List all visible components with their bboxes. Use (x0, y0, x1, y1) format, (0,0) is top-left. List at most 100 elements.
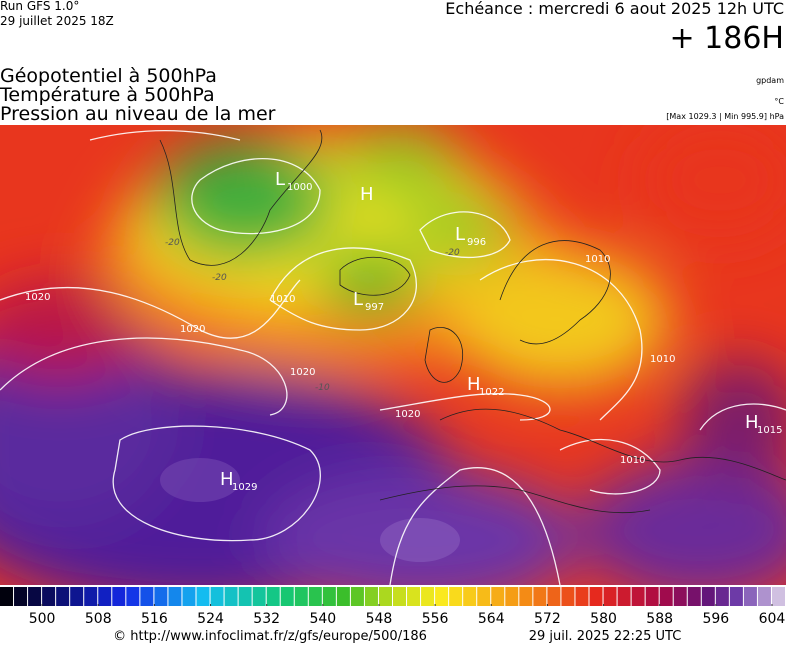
isobar-label: 1020 (180, 324, 205, 335)
colorbar-tick-label: 508 (85, 611, 112, 627)
colorbar-swatch (56, 587, 70, 606)
colorbar-swatch (491, 587, 505, 606)
temperature-label: -20 (165, 238, 180, 248)
colorbar-swatch (393, 587, 407, 606)
isobar-label: 1010 (650, 354, 675, 365)
colorbar-swatch (266, 587, 280, 606)
isobar-label: 1020 (290, 367, 315, 378)
colorbar-swatch (477, 587, 491, 606)
colorbar-swatch (631, 587, 645, 606)
colorbar-swatch (252, 587, 266, 606)
colorbar-tick-label: 572 (534, 611, 561, 627)
colorbar-swatch (407, 587, 421, 606)
colorbar-tick-label: 548 (366, 611, 393, 627)
temperature-label: -20 (212, 273, 227, 283)
colorbar-swatch (364, 587, 378, 606)
pressure-center-type: H (745, 412, 759, 433)
isobar-label: 1010 (270, 294, 295, 305)
colorbar-swatch (294, 587, 308, 606)
colorbar-swatch (210, 587, 224, 606)
colorbar-swatch (701, 587, 715, 606)
colorbar-swatch (126, 587, 140, 606)
colorbar-swatch (322, 587, 336, 606)
colorbar-swatch (603, 587, 617, 606)
pressure-center-type: L (455, 224, 465, 245)
colorbar-swatch (42, 587, 56, 606)
unit-pressure: [Max 1029.3 | Min 995.9] hPa (666, 112, 784, 121)
temperature-label: -10 (315, 383, 330, 393)
colorbar-swatch (280, 587, 294, 606)
pressure-center-type: H (467, 374, 481, 395)
footer-generated: 29 juil. 2025 22:25 UTC (529, 629, 682, 644)
colorbar-swatch (98, 587, 112, 606)
colorbar-swatch (182, 587, 196, 606)
run-date: 29 juillet 2025 18Z (0, 14, 114, 28)
unit-temperature: °C (774, 97, 784, 106)
pressure-center-type: L (275, 169, 285, 190)
colorbar-swatch (196, 587, 210, 606)
isobar-label: 1020 (25, 292, 50, 303)
colorbar-swatch (589, 587, 603, 606)
colorbar-swatch (14, 587, 28, 606)
pressure-center-value: 996 (467, 237, 486, 248)
lead-time: + 186H (670, 21, 785, 56)
colorbar-swatch (617, 587, 631, 606)
colorbar-swatch (435, 587, 449, 606)
colorbar-swatch (687, 587, 701, 606)
title-geopotential: Géopotentiel à 500hPa (0, 65, 217, 87)
colorbar-swatch (70, 587, 84, 606)
colorbar-swatch (659, 587, 673, 606)
title-temperature: Température à 500hPa (0, 84, 215, 106)
colorbar-swatch (350, 587, 364, 606)
temperature-label: -20 (445, 248, 460, 258)
colorbar-tick-label: 540 (309, 611, 336, 627)
unit-geopotential: gpdam (756, 76, 784, 85)
colorbar-swatch (238, 587, 252, 606)
colorbar-tick-label: 516 (141, 611, 168, 627)
pressure-center-type: L (353, 289, 363, 310)
colorbar-swatch (519, 587, 533, 606)
pressure-center-value: 1000 (287, 182, 312, 193)
valid-time: Echéance : mercredi 6 aout 2025 12h UTC (445, 0, 784, 18)
colorbar-tick-label: 524 (197, 611, 224, 627)
colorbar-tick-label: 580 (590, 611, 617, 627)
pressure-center-type: H (360, 184, 374, 205)
colorbar-swatch (463, 587, 477, 606)
colorbar-swatch (0, 587, 14, 606)
colorbar-swatch (743, 587, 757, 606)
map-field (0, 125, 786, 585)
colorbar-tick-label: 500 (29, 611, 56, 627)
colorbar-swatch (449, 587, 463, 606)
colorbar-swatch (112, 587, 126, 606)
colorbar-tick-label: 596 (702, 611, 729, 627)
pressure-center-value: 1015 (757, 425, 782, 436)
colorbar-swatch (561, 587, 575, 606)
title-pressure: Pression au niveau de la mer (0, 103, 276, 125)
footer-source: © http://www.infoclimat.fr/z/gfs/europe/… (113, 629, 427, 644)
colorbar-swatch (28, 587, 42, 606)
colorbar-swatch (336, 587, 350, 606)
colorbar-tick-label: 604 (759, 611, 786, 627)
colorbar-tick-label: 556 (422, 611, 449, 627)
colorbar-tick-label: 564 (478, 611, 505, 627)
colorbar-tick-label: 532 (253, 611, 280, 627)
colorbar-swatch (533, 587, 547, 606)
colorbar-swatch (547, 587, 561, 606)
colorbar-swatch (421, 587, 435, 606)
colorbar-swatch (224, 587, 238, 606)
colorbar-tick-label: 588 (646, 611, 673, 627)
pressure-center-value: 997 (365, 302, 384, 313)
isobar-label: 1010 (585, 254, 610, 265)
colorbar-swatch (757, 587, 771, 606)
colorbar-swatch (715, 587, 729, 606)
pressure-center-value: 1029 (232, 482, 257, 493)
colorbar-swatch (575, 587, 589, 606)
colorbar-swatch (378, 587, 392, 606)
colorbar-swatch (673, 587, 687, 606)
colorbar-swatch (729, 587, 743, 606)
colorbar-swatch (308, 587, 322, 606)
pressure-center-type: H (220, 469, 234, 490)
colorbar-swatch (168, 587, 182, 606)
colorbar-swatch (505, 587, 519, 606)
